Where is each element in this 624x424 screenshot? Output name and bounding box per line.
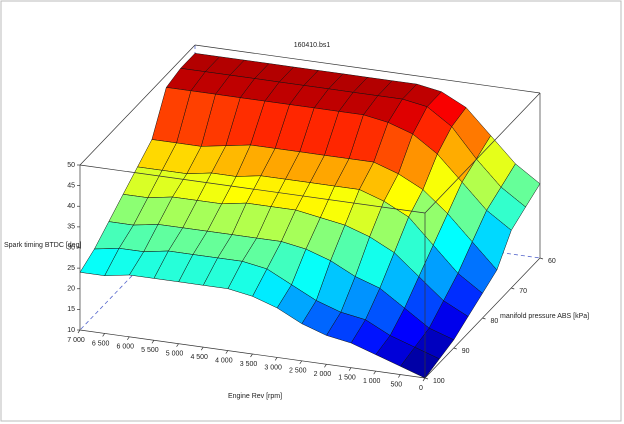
box-edge	[79, 164, 426, 214]
y-tick-label: 100	[433, 378, 445, 385]
box-edge	[424, 92, 541, 214]
z-tick-label: 20	[67, 286, 75, 293]
chart-title: 160410.bs1	[294, 42, 331, 49]
x-tick-label: 6 000	[117, 344, 135, 351]
x-tick	[398, 374, 401, 378]
x-tick-label: 5 000	[166, 351, 184, 358]
z-tick-label: 50	[67, 162, 75, 169]
y-tick	[539, 257, 544, 260]
z-tick-label: 15	[67, 306, 75, 313]
x-tick-label: 2 000	[314, 371, 332, 378]
x-tick-label: 4 500	[190, 354, 208, 361]
x-tick-label: 6 500	[92, 340, 110, 347]
x-tick	[225, 350, 229, 354]
x-tick	[299, 360, 303, 365]
box-edge	[79, 44, 196, 166]
x-tick	[422, 377, 426, 382]
y-tick	[511, 287, 515, 290]
x-tick	[77, 329, 81, 334]
x-tick-label: 3 500	[240, 361, 258, 368]
x-tick-label: 4 000	[215, 357, 233, 364]
x-tick-label: 0	[419, 385, 423, 392]
x-tick	[274, 357, 278, 361]
y-tick-label: 90	[462, 348, 470, 355]
z-tick-label: 45	[67, 182, 75, 189]
box-edge	[194, 44, 541, 94]
y-tick	[424, 377, 429, 380]
z-tick-label: 10	[67, 327, 75, 334]
x-tick-label: 5 500	[141, 347, 159, 354]
z-axis-label: Spark timing BTDC [deg]	[4, 242, 81, 249]
x-tick-label: 1 500	[338, 375, 356, 382]
x-tick-label: 3 000	[264, 364, 282, 371]
x-tick	[151, 340, 155, 344]
x-tick	[373, 370, 377, 375]
z-tick-label: 30	[67, 244, 75, 251]
x-tick	[200, 346, 204, 351]
x-tick-label: 500	[391, 381, 403, 388]
x-tick-label: 2 500	[289, 368, 307, 375]
y-tick-label: 80	[491, 318, 499, 325]
x-tick	[348, 367, 352, 371]
y-tick	[453, 347, 457, 350]
y-tick	[482, 317, 486, 320]
y-tick-label: 70	[519, 288, 527, 295]
x-tick-label: 1 000	[363, 378, 381, 385]
x-tick	[250, 353, 253, 358]
x-tick	[126, 336, 130, 341]
z-tick-label: 40	[67, 203, 75, 210]
y-axis-label: manifold pressure ABS [kPa]	[500, 313, 589, 320]
z-tick-label: 25	[67, 265, 75, 272]
x-tick	[102, 333, 105, 337]
x-axis-label: Engine Rev [rpm]	[228, 393, 282, 400]
y-tick-label: 60	[548, 258, 556, 265]
x-tick	[324, 364, 327, 368]
z-tick-label: 35	[67, 224, 75, 231]
x-tick	[176, 343, 179, 347]
x-tick-label: 7 000	[67, 337, 85, 344]
